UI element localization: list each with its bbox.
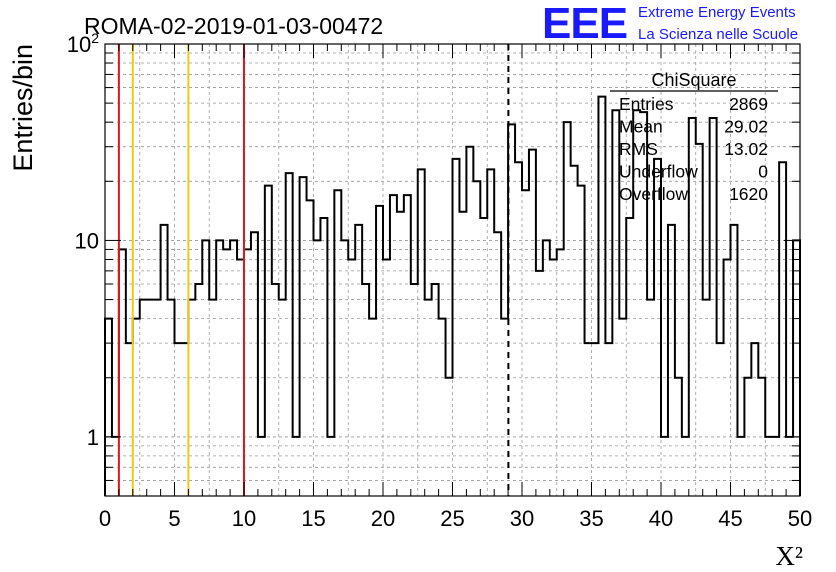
eee-logo: EEE [542, 0, 628, 48]
chart-title: ROMA-02-2019-01-03-00472 [84, 13, 383, 39]
x-tick-label: 50 [788, 506, 812, 531]
banner-line-1: Extreme Energy Events [638, 4, 796, 21]
y-tick-label: 10 [75, 228, 99, 253]
x-tick-label: 30 [510, 506, 534, 531]
y-tick-label: 1 [87, 425, 99, 450]
histogram-bars [104, 95, 801, 496]
stats-value: 0 [758, 162, 768, 182]
stats-label: Underflow [619, 162, 698, 182]
reference-lines [117, 44, 510, 496]
stats-label: Mean [619, 117, 663, 137]
y-axis-label: Entries/bin [8, 44, 38, 172]
stats-box: ChiSquare Entries 2869 Mean 29.02 RMS 13.02 Un… [610, 70, 778, 204]
x-tick-label: 20 [371, 506, 395, 531]
x-tick-label: 0 [99, 506, 111, 531]
stats-label: Entries [619, 94, 674, 114]
x-tick-label: 45 [718, 506, 742, 531]
x-tick-label: 5 [168, 506, 180, 531]
stats-rows: Entries 2869 Mean 29.02 RMS 13.02 Underflow 0 Ov… [619, 94, 768, 204]
x-tick-label: 40 [649, 506, 673, 531]
axis-ticks [104, 43, 801, 497]
x-tick-label: 35 [579, 506, 603, 531]
x-tick-label: 10 [232, 506, 256, 531]
eee-banner: EEE Extreme Energy Events La Scienza nel… [542, 2, 832, 46]
stats-value: 1620 [729, 184, 768, 204]
x-tick-label: 25 [440, 506, 464, 531]
x-axis-label: X² [775, 541, 803, 571]
banner-line-2: La Scienza nelle Scuole [638, 26, 799, 43]
stats-title: ChiSquare [651, 70, 736, 90]
stats-label: Overflow [619, 184, 688, 204]
stats-value: 2869 [729, 94, 768, 114]
stats-value: 13.02 [724, 139, 768, 159]
y-tick-exponent: 2 [91, 30, 99, 46]
stats-value: 29.02 [724, 117, 768, 137]
x-tick-label: 15 [301, 506, 325, 531]
stats-label: RMS [619, 139, 658, 159]
histogram-outline [104, 95, 801, 496]
